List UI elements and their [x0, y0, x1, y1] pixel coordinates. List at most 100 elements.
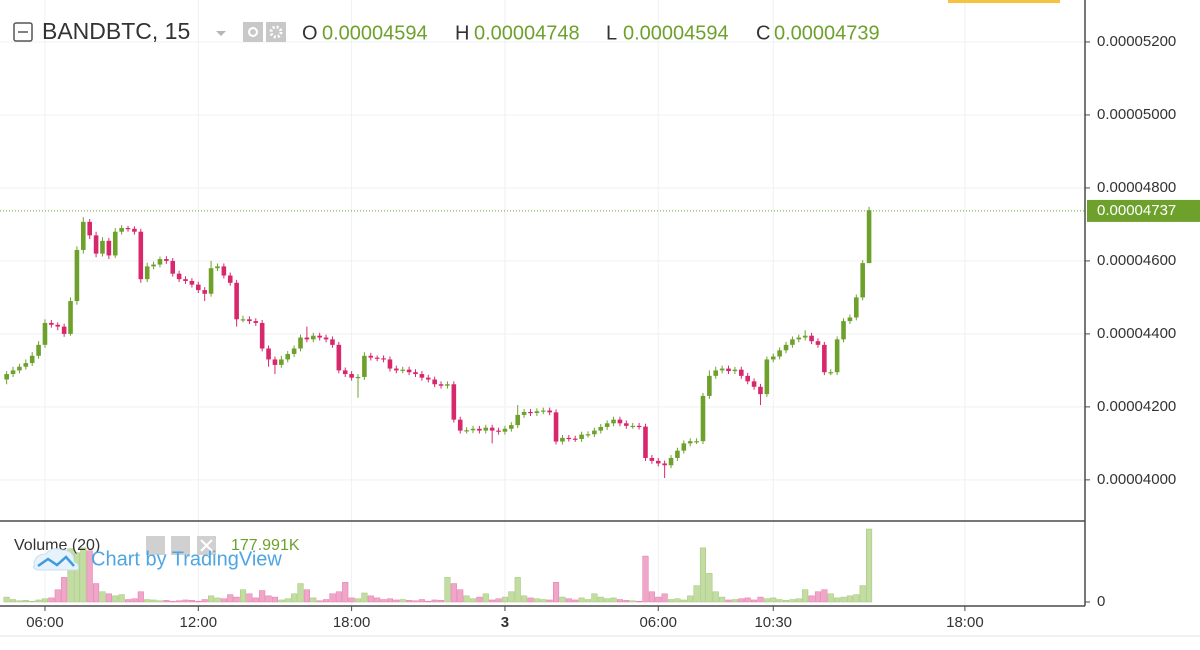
- candle-body: [662, 463, 667, 466]
- candle-body: [291, 348, 297, 354]
- volume-bar: [827, 593, 834, 603]
- volume-bar: [3, 596, 10, 603]
- candle-body: [809, 335, 814, 342]
- volume-bar: [239, 589, 247, 603]
- candle-body: [617, 419, 623, 424]
- volume-bar: [661, 593, 668, 603]
- candle-body: [770, 356, 776, 360]
- volume-bar: [546, 599, 553, 603]
- volume-bar: [220, 598, 227, 603]
- volume-bar: [329, 593, 336, 603]
- volume-bar: [227, 594, 234, 603]
- candle-body: [119, 228, 124, 232]
- volume-bar: [367, 595, 374, 603]
- candle-body: [866, 210, 872, 264]
- volume-bar: [763, 598, 770, 603]
- volume-bar: [846, 595, 853, 603]
- volume-bar: [802, 589, 809, 603]
- remove-icon: [200, 539, 213, 552]
- candle-body: [125, 228, 131, 230]
- candle-body: [489, 427, 495, 431]
- volume-eye-button[interactable]: [146, 536, 165, 555]
- volume-bar: [310, 597, 317, 603]
- candle-body: [310, 335, 316, 340]
- volume-bar: [591, 593, 598, 603]
- symbol-title: BANDBTC, 15: [42, 18, 190, 44]
- volume-bar: [361, 592, 368, 603]
- candle-body: [298, 337, 303, 349]
- candle-body: [208, 268, 214, 294]
- x-tick-label: 10:30: [754, 614, 792, 631]
- volume-bar: [623, 600, 630, 603]
- candle-body: [74, 249, 80, 302]
- candle-body: [323, 337, 329, 340]
- volume-bar: [616, 599, 623, 603]
- candle-body: [202, 290, 207, 294]
- candle-body: [649, 457, 655, 461]
- volume-bar: [821, 589, 828, 603]
- candle-body: [419, 374, 425, 378]
- ohlc-label: O: [302, 22, 318, 44]
- y-tick-label: 0.00004800: [1097, 179, 1176, 196]
- volume-bar: [188, 600, 195, 603]
- volume-bar: [776, 599, 783, 603]
- candle-body: [100, 240, 105, 254]
- volume-bar: [169, 600, 176, 603]
- candle-body: [49, 322, 54, 325]
- settings-button[interactable]: [266, 22, 286, 42]
- volume-bar: [540, 599, 547, 603]
- volume-bar: [789, 599, 796, 603]
- volume-bar: [501, 596, 508, 603]
- volume-bar: [412, 600, 419, 603]
- candle-body: [572, 438, 578, 440]
- volume-bar: [674, 598, 681, 603]
- candle-body: [170, 260, 176, 274]
- candle-body: [400, 369, 406, 371]
- candle-body: [234, 282, 239, 320]
- candle-body: [815, 341, 821, 345]
- volume-bar: [418, 599, 425, 603]
- volume-bar: [687, 595, 694, 603]
- volume-bar: [137, 591, 144, 603]
- candle-body: [515, 414, 521, 426]
- candle-body: [189, 280, 195, 285]
- candle-body: [445, 384, 450, 386]
- volume-bar: [271, 596, 279, 603]
- x-tick-label: 12:00: [180, 614, 218, 631]
- dropdown-arrow[interactable]: [216, 31, 226, 36]
- volume-bar: [782, 600, 790, 603]
- volume-bar: [16, 600, 23, 603]
- volume-bar: [438, 600, 445, 603]
- volume-bar: [719, 596, 726, 603]
- candle-body: [834, 339, 840, 373]
- volume-bar: [208, 595, 215, 603]
- candle-body: [547, 410, 552, 413]
- volume-bar: [195, 600, 202, 603]
- candle-body: [719, 368, 725, 371]
- candle-body: [157, 259, 163, 265]
- candle-body: [751, 381, 757, 387]
- volume-bar: [259, 590, 266, 603]
- volume-title: Volume (20): [14, 537, 100, 554]
- volume-bar: [93, 583, 100, 603]
- candle-body: [394, 368, 399, 371]
- candle-body: [36, 344, 41, 356]
- candle-body: [342, 370, 348, 375]
- eye-button[interactable]: [243, 22, 263, 42]
- volume-bar: [680, 599, 687, 603]
- volume-bar: [73, 552, 80, 603]
- volume-bar: [731, 599, 738, 603]
- volume-bar: [693, 585, 700, 603]
- candle-body: [796, 337, 802, 340]
- collapse-button[interactable]: [13, 22, 33, 42]
- top-accent: [948, 0, 1060, 3]
- candle-body: [847, 317, 853, 322]
- volume-bar: [482, 593, 489, 603]
- candle-body: [164, 259, 169, 261]
- volume-bar: [450, 583, 457, 603]
- volume-bar: [163, 600, 170, 603]
- volume-settings-button[interactable]: [171, 536, 190, 555]
- candle-body: [355, 376, 361, 379]
- volume-bar: [521, 595, 528, 603]
- volume-bar: [156, 600, 164, 603]
